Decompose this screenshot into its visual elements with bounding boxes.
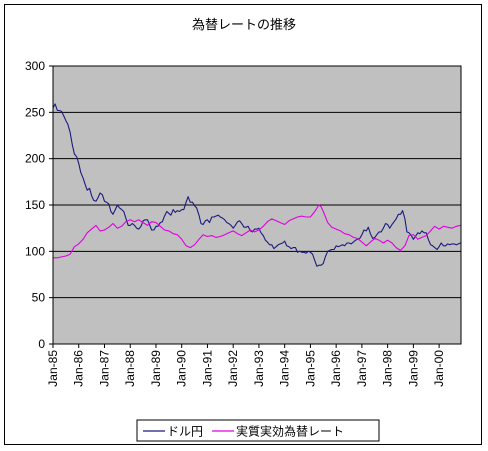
legend-label-1: ドル円 xyxy=(167,425,203,439)
legend: ドル円 実質実効為替レート xyxy=(136,419,380,442)
x-tick-label: Jan-98 xyxy=(381,350,395,387)
y-tick-label: 50 xyxy=(32,291,46,305)
plot-border xyxy=(52,65,462,345)
y-tick-label: 300 xyxy=(25,59,45,73)
y-tick-label: 250 xyxy=(25,105,45,119)
x-tick-label: Jan-97 xyxy=(355,350,369,387)
x-tick-label: Jan-89 xyxy=(149,350,163,387)
x-tick-label: Jan-88 xyxy=(123,350,137,387)
x-tick-label: Jan-87 xyxy=(97,350,111,387)
x-tick-label: Jan-92 xyxy=(226,350,240,387)
x-tick-label: Jan-00 xyxy=(432,350,446,387)
y-tick-labels: 0 50 100 150 200 250 300 xyxy=(25,59,45,351)
x-tick-label: Jan-93 xyxy=(252,350,266,387)
x-tick-label: Jan-96 xyxy=(329,350,343,387)
legend-box xyxy=(136,419,380,442)
y-tick-label: 100 xyxy=(25,244,45,258)
chart-title: 為替レートの推移 xyxy=(191,17,296,32)
x-tick-label: Jan-85 xyxy=(46,350,60,387)
x-tick-label: Jan-94 xyxy=(278,350,292,387)
x-tick-label: Jan-95 xyxy=(303,350,317,387)
x-tick-label: Jan-99 xyxy=(406,350,420,387)
axes xyxy=(52,65,462,348)
x-tick-label: Jan-86 xyxy=(72,350,86,387)
x-tick-label: Jan-91 xyxy=(200,350,214,387)
series-line-2 xyxy=(53,204,461,259)
x-tick-label: Jan-90 xyxy=(175,350,189,387)
series-line-1 xyxy=(52,103,461,267)
y-tick-label: 200 xyxy=(25,152,45,166)
series-lines xyxy=(52,103,461,267)
y-tick-label: 0 xyxy=(38,337,45,351)
y-tick-label: 150 xyxy=(25,198,45,212)
x-tick-labels: Jan-85 Jan-86 Jan-87 Jan-88 Jan-89 Jan-90 Jan-… xyxy=(46,350,446,387)
legend-label-2: 実質実効為替レート xyxy=(236,424,344,439)
